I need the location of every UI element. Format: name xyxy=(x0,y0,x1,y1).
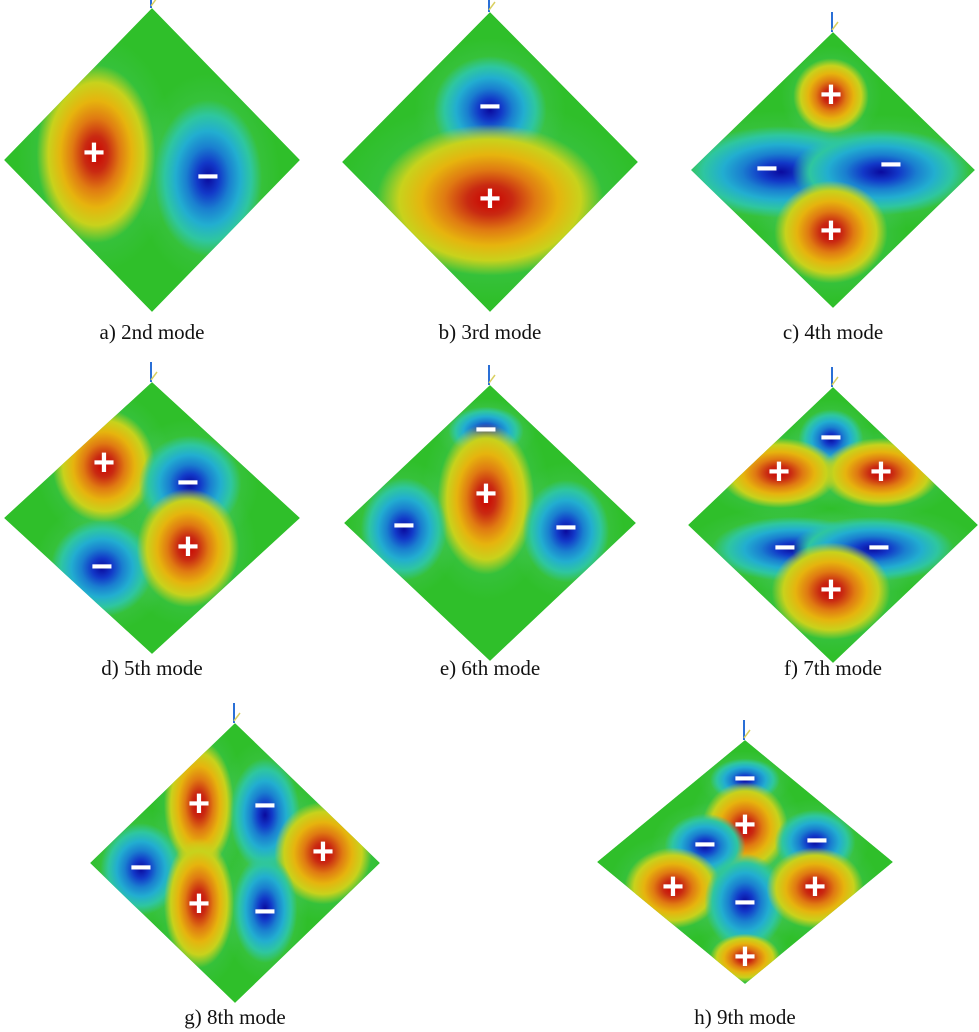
minus-sign-label: − xyxy=(806,820,828,862)
axis-triad xyxy=(743,720,751,740)
mode-panel-e: − + − − xyxy=(320,361,660,685)
minus-sign-label: − xyxy=(475,409,497,451)
mode-shape-plot-a: +− xyxy=(4,0,300,312)
minus-sign-label: − xyxy=(880,144,902,186)
mode-shape-plot-g: + −− ++ − xyxy=(90,703,380,1003)
mode-panel-b: − + xyxy=(318,0,662,336)
positive-lobe xyxy=(771,542,891,640)
axis-triad xyxy=(150,0,157,8)
panel-caption-c: c) 4th mode xyxy=(782,320,884,344)
axis-triad xyxy=(831,12,839,32)
axis-triad xyxy=(488,365,496,385)
minus-sign-label: − xyxy=(694,824,716,866)
positive-lobe xyxy=(793,58,869,134)
plus-sign-label: + xyxy=(188,783,210,825)
minus-sign-label: − xyxy=(555,507,577,549)
panel-caption-b: b) 3rd mode xyxy=(438,320,542,344)
plus-sign-label: + xyxy=(734,936,756,978)
plus-sign-label: + xyxy=(870,451,892,493)
plus-sign-label: + xyxy=(188,883,210,925)
panel-caption-f: f) 7th mode xyxy=(784,656,882,680)
positive-lobe xyxy=(163,838,235,968)
plus-sign-label: + xyxy=(83,132,105,174)
negative-lobe xyxy=(704,853,786,951)
panel-caption-h: h) 9th mode xyxy=(694,1005,796,1029)
plus-sign-label: + xyxy=(475,473,497,515)
mode-shape-plot-b: −+ xyxy=(342,0,638,312)
mode-panel-c: + − − + xyxy=(667,8,979,332)
plus-sign-label: + xyxy=(820,210,842,252)
plus-sign-label: + xyxy=(93,442,115,484)
plus-sign-label: + xyxy=(177,526,199,568)
positive-lobe xyxy=(376,124,604,276)
minus-sign-label: − xyxy=(868,527,890,569)
minus-sign-label: − xyxy=(254,891,276,933)
positive-lobe xyxy=(36,64,156,244)
negative-lobe xyxy=(100,823,182,915)
mode-panel-d: + − − + xyxy=(0,358,324,678)
minus-sign-label: − xyxy=(734,882,756,924)
plus-sign-label: + xyxy=(804,866,826,908)
minus-sign-label: − xyxy=(734,758,756,800)
mode-shape-plot-c: +− −+ xyxy=(691,12,975,308)
minus-sign-label: − xyxy=(130,847,152,889)
mode-shape-plot-f: −+ +− −+ xyxy=(688,367,978,663)
axis-triad xyxy=(488,0,496,12)
plus-sign-label: + xyxy=(820,569,842,611)
panel-caption-a: a) 2nd mode xyxy=(99,320,205,344)
plus-sign-label: + xyxy=(312,831,334,873)
plus-sign-label: + xyxy=(734,804,756,846)
plus-sign-label: + xyxy=(768,451,790,493)
positive-lobe xyxy=(437,423,535,575)
positive-lobe xyxy=(136,488,240,608)
minus-sign-label: − xyxy=(254,785,276,827)
panel-caption-e: e) 6th mode xyxy=(439,656,541,680)
minus-sign-label: − xyxy=(393,505,415,547)
mode-panel-g: + − − + + − xyxy=(66,699,404,1027)
axis-triad xyxy=(150,362,158,382)
minus-sign-label: − xyxy=(197,156,219,198)
minus-sign-label: − xyxy=(774,527,796,569)
positive-lobe xyxy=(774,180,888,284)
plus-sign-label: + xyxy=(479,178,501,220)
axis-triad xyxy=(831,367,839,387)
mode-panel-f: − + + − − + xyxy=(664,363,979,687)
minus-sign-label: − xyxy=(820,417,842,459)
minus-sign-label: − xyxy=(91,546,113,588)
plus-sign-label: + xyxy=(662,866,684,908)
negative-lobe xyxy=(360,477,448,581)
axis-triad xyxy=(233,703,241,723)
minus-sign-label: − xyxy=(177,462,199,504)
minus-sign-label: − xyxy=(479,86,501,128)
mode-shape-plot-e: − + − − xyxy=(344,365,636,661)
negative-lobe xyxy=(522,479,610,583)
mode-panel-h: − + − − + − + + xyxy=(573,716,917,1008)
panel-caption-d: d) 5th mode xyxy=(101,656,203,680)
mode-panel-a: + − xyxy=(0,0,324,336)
mode-shape-plot-d: + − − + xyxy=(4,362,300,654)
negative-lobe xyxy=(154,99,262,257)
plus-sign-label: + xyxy=(820,74,842,116)
negative-lobe xyxy=(232,855,298,963)
minus-sign-label: − xyxy=(756,148,778,190)
mode-shape-plot-h: −+− −+ − ++ xyxy=(597,720,893,984)
panel-caption-g: g) 8th mode xyxy=(184,1005,286,1029)
